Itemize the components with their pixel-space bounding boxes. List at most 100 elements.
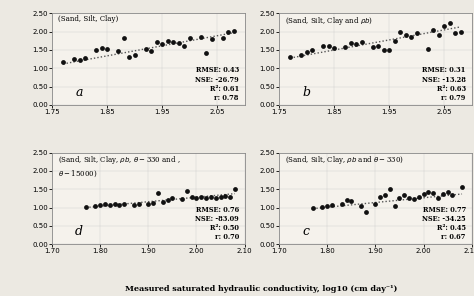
Point bbox=[386, 187, 393, 192]
Point bbox=[125, 55, 133, 60]
Text: (Sand, Silt, Clay): (Sand, Silt, Clay) bbox=[58, 15, 118, 23]
Point bbox=[169, 40, 177, 44]
Point bbox=[153, 39, 160, 44]
Point bbox=[420, 191, 428, 196]
Point bbox=[106, 202, 114, 207]
Point bbox=[439, 191, 447, 196]
Point bbox=[357, 203, 365, 208]
Point bbox=[202, 51, 210, 55]
Point bbox=[376, 194, 384, 199]
Point bbox=[192, 196, 200, 201]
Point bbox=[197, 35, 204, 39]
Point bbox=[164, 198, 172, 202]
Point bbox=[91, 203, 99, 208]
Point bbox=[286, 55, 294, 60]
Point bbox=[303, 49, 310, 54]
Point bbox=[224, 29, 232, 34]
Point bbox=[458, 184, 466, 189]
Point bbox=[297, 53, 305, 58]
Text: RMSE: 0.77
NSE: -34.25
R²: 0.45
r: 0.67: RMSE: 0.77 NSE: -34.25 R²: 0.45 r: 0.67 bbox=[422, 206, 466, 241]
Point bbox=[435, 33, 442, 38]
Point bbox=[424, 46, 431, 51]
Point bbox=[207, 195, 215, 200]
Text: RMSE: 0.76
NSE: -83.09
R²: 0.50
r: 0.70: RMSE: 0.76 NSE: -83.09 R²: 0.50 r: 0.70 bbox=[195, 206, 239, 241]
Point bbox=[457, 29, 465, 34]
Point bbox=[415, 194, 422, 199]
Point bbox=[347, 199, 355, 203]
Point bbox=[451, 30, 459, 35]
Point bbox=[407, 35, 415, 39]
Point bbox=[328, 202, 336, 207]
Point bbox=[198, 195, 205, 200]
Point bbox=[369, 45, 376, 50]
Point bbox=[178, 197, 186, 202]
Point bbox=[158, 42, 166, 47]
Text: RMSE: 0.31
NSE: -13.28
R²: 0.63
r: 0.79: RMSE: 0.31 NSE: -13.28 R²: 0.63 r: 0.79 bbox=[422, 67, 466, 102]
Point bbox=[164, 38, 172, 43]
Point bbox=[324, 203, 331, 208]
Point bbox=[82, 56, 89, 61]
Point bbox=[374, 44, 382, 49]
Point bbox=[120, 36, 128, 41]
Point bbox=[186, 36, 193, 41]
Point bbox=[101, 202, 109, 206]
Point bbox=[183, 189, 191, 193]
Point bbox=[159, 200, 166, 205]
Point bbox=[330, 46, 338, 51]
Point bbox=[380, 48, 387, 52]
Point bbox=[448, 192, 456, 197]
Point bbox=[212, 195, 219, 200]
Point bbox=[130, 202, 138, 207]
Point bbox=[219, 36, 227, 40]
Point bbox=[372, 202, 379, 206]
Point bbox=[381, 192, 389, 197]
Point bbox=[425, 190, 432, 194]
Point bbox=[120, 202, 128, 206]
Point bbox=[396, 29, 404, 34]
Point bbox=[429, 191, 437, 195]
Point bbox=[70, 57, 78, 62]
Point bbox=[405, 196, 413, 201]
Point bbox=[396, 196, 403, 201]
Point bbox=[319, 44, 327, 49]
Point bbox=[391, 38, 399, 43]
Point bbox=[391, 204, 399, 209]
Point bbox=[217, 194, 224, 199]
Point bbox=[429, 28, 437, 32]
Point bbox=[341, 45, 349, 49]
Point bbox=[96, 202, 104, 207]
Point bbox=[188, 195, 195, 200]
Point bbox=[111, 202, 118, 206]
Point bbox=[413, 31, 420, 36]
Point bbox=[362, 210, 370, 214]
Point bbox=[175, 41, 182, 46]
Point bbox=[82, 205, 90, 209]
Point bbox=[309, 48, 316, 52]
Point bbox=[227, 195, 234, 200]
Point bbox=[131, 53, 138, 58]
Point bbox=[135, 202, 143, 206]
Text: c: c bbox=[302, 225, 310, 238]
Point bbox=[103, 47, 111, 52]
Text: d: d bbox=[75, 225, 83, 238]
Text: (Sand, Silt, Clay, $\rho b$, $\theta-$330 and ,
$\theta-$15000): (Sand, Silt, Clay, $\rho b$, $\theta-$33… bbox=[58, 155, 181, 179]
Point bbox=[116, 202, 123, 207]
Point bbox=[446, 21, 454, 25]
Point bbox=[145, 202, 152, 206]
Point bbox=[434, 196, 442, 201]
Point bbox=[149, 201, 157, 205]
Point bbox=[325, 43, 332, 48]
Text: (Sand, Silt, Clay and $\rho b$): (Sand, Silt, Clay and $\rho b$) bbox=[285, 15, 373, 27]
Text: Measured saturated hydraulic conductivity, log10 (cm day⁻¹): Measured saturated hydraulic conductivit… bbox=[125, 285, 397, 293]
Point bbox=[402, 33, 410, 38]
Point bbox=[231, 187, 239, 192]
Point bbox=[98, 46, 105, 51]
Point bbox=[385, 48, 393, 52]
Text: b: b bbox=[302, 86, 310, 99]
Point bbox=[444, 190, 451, 194]
Point bbox=[358, 40, 365, 44]
Point bbox=[410, 197, 418, 202]
Point bbox=[147, 49, 155, 54]
Point bbox=[309, 205, 317, 210]
Point bbox=[180, 44, 188, 49]
